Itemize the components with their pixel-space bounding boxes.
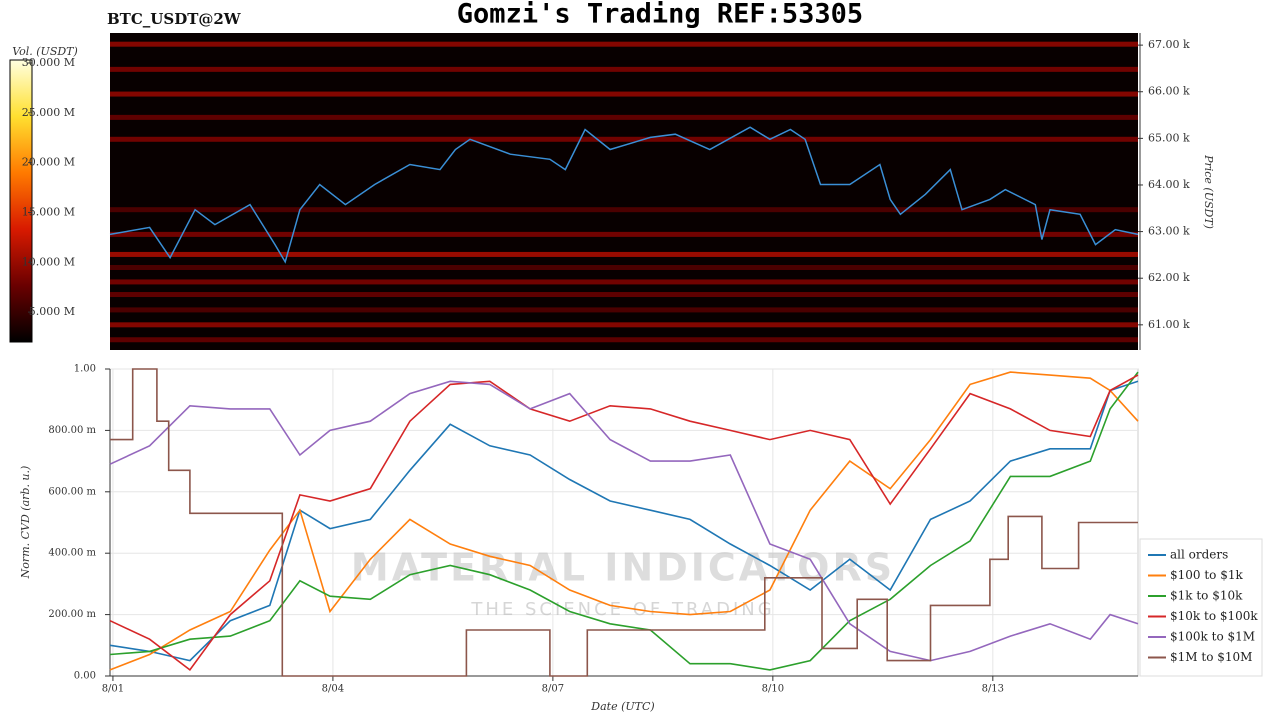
liquidity-band — [110, 91, 1138, 97]
colorbar-tick-label: 5.000 M — [29, 305, 75, 318]
x-tick-label: 8/01 — [102, 684, 124, 695]
y-axis-title: Price (USDT) — [1202, 154, 1215, 229]
colorbar-tick-label: 25.000 M — [22, 106, 75, 119]
page-title: Gomzi's Trading REF:53305 — [457, 0, 863, 30]
y-tick-label: 800.00 m — [48, 425, 96, 436]
y-tick-label: 64.00 k — [1148, 178, 1190, 191]
price-line — [109, 126, 1139, 264]
x-tick-label: 8/13 — [982, 684, 1004, 695]
liquidity-band — [110, 231, 1138, 237]
legend-label: $1k to $10k — [1170, 589, 1243, 603]
liquidity-band — [110, 207, 1138, 213]
legend-label: $1M to $10M — [1170, 650, 1252, 664]
liquidity-band — [110, 337, 1138, 343]
y-tick-label: 62.00 k — [1148, 271, 1190, 284]
liquidity-band — [110, 307, 1138, 313]
liquidity-band — [110, 66, 1138, 72]
x-axis-title: Date (UTC) — [590, 700, 654, 713]
x-tick-label: 8/10 — [762, 684, 784, 695]
colorbar-tick-label: 10.000 M — [22, 255, 75, 268]
cvd-line — [109, 374, 1139, 672]
liquidity-band — [110, 114, 1138, 120]
y-tick-label: 65.00 k — [1148, 131, 1190, 144]
watermark: THE SCIENCE OF TRADING — [470, 599, 774, 620]
y-tick-label: 67.00 k — [1148, 38, 1190, 51]
y-tick-label: 600.00 m — [48, 486, 96, 497]
liquidity-band — [110, 251, 1138, 257]
colorbar-label: Vol. (USDT) — [12, 45, 78, 58]
x-tick-label: 8/07 — [542, 684, 564, 695]
legend-label: $100k to $1M — [1170, 630, 1255, 644]
heatmap-background — [110, 33, 1138, 350]
colorbar-tick-label: 30.000 M — [22, 56, 75, 69]
liquidity-band — [110, 322, 1138, 328]
cvd-line — [109, 371, 1139, 671]
cvd-line — [109, 380, 1139, 662]
x-tick-label: 8/04 — [322, 684, 344, 695]
legend-label: all orders — [1170, 548, 1228, 562]
colorbar-tick-label: 15.000 M — [22, 205, 75, 218]
legend-label: $100 to $1k — [1170, 568, 1243, 582]
cvd-line — [109, 380, 1139, 662]
watermark: MATERIAL INDICATORS — [351, 546, 895, 590]
liquidity-band — [110, 41, 1138, 47]
plot-area — [109, 368, 1139, 677]
y-tick-label: 400.00 m — [48, 548, 96, 559]
y-tick-label: 200.00 m — [48, 609, 96, 620]
liquidity-band — [110, 292, 1138, 298]
cvd-line — [110, 368, 1138, 677]
y-tick-label: 63.00 k — [1148, 225, 1190, 238]
colorbar — [9, 59, 33, 343]
cvd-line — [109, 371, 1139, 671]
liquidity-band — [110, 279, 1138, 285]
y-tick-label: 0.00 — [74, 671, 96, 682]
legend — [1139, 538, 1263, 677]
y-tick-label: 66.00 k — [1148, 85, 1190, 98]
liquidity-band — [110, 136, 1138, 142]
liquidity-band — [110, 264, 1138, 270]
y-tick-label: 1.00 — [74, 364, 96, 375]
colorbar-tick-label: 20.000 M — [22, 156, 75, 169]
y-tick-label: 61.00 k — [1148, 318, 1190, 331]
y-axis-title: Norm. CVD (arb. u.) — [19, 466, 32, 580]
legend-label: $10k to $100k — [1170, 609, 1258, 623]
symbol-label: BTC_USDT@2W — [107, 10, 242, 28]
